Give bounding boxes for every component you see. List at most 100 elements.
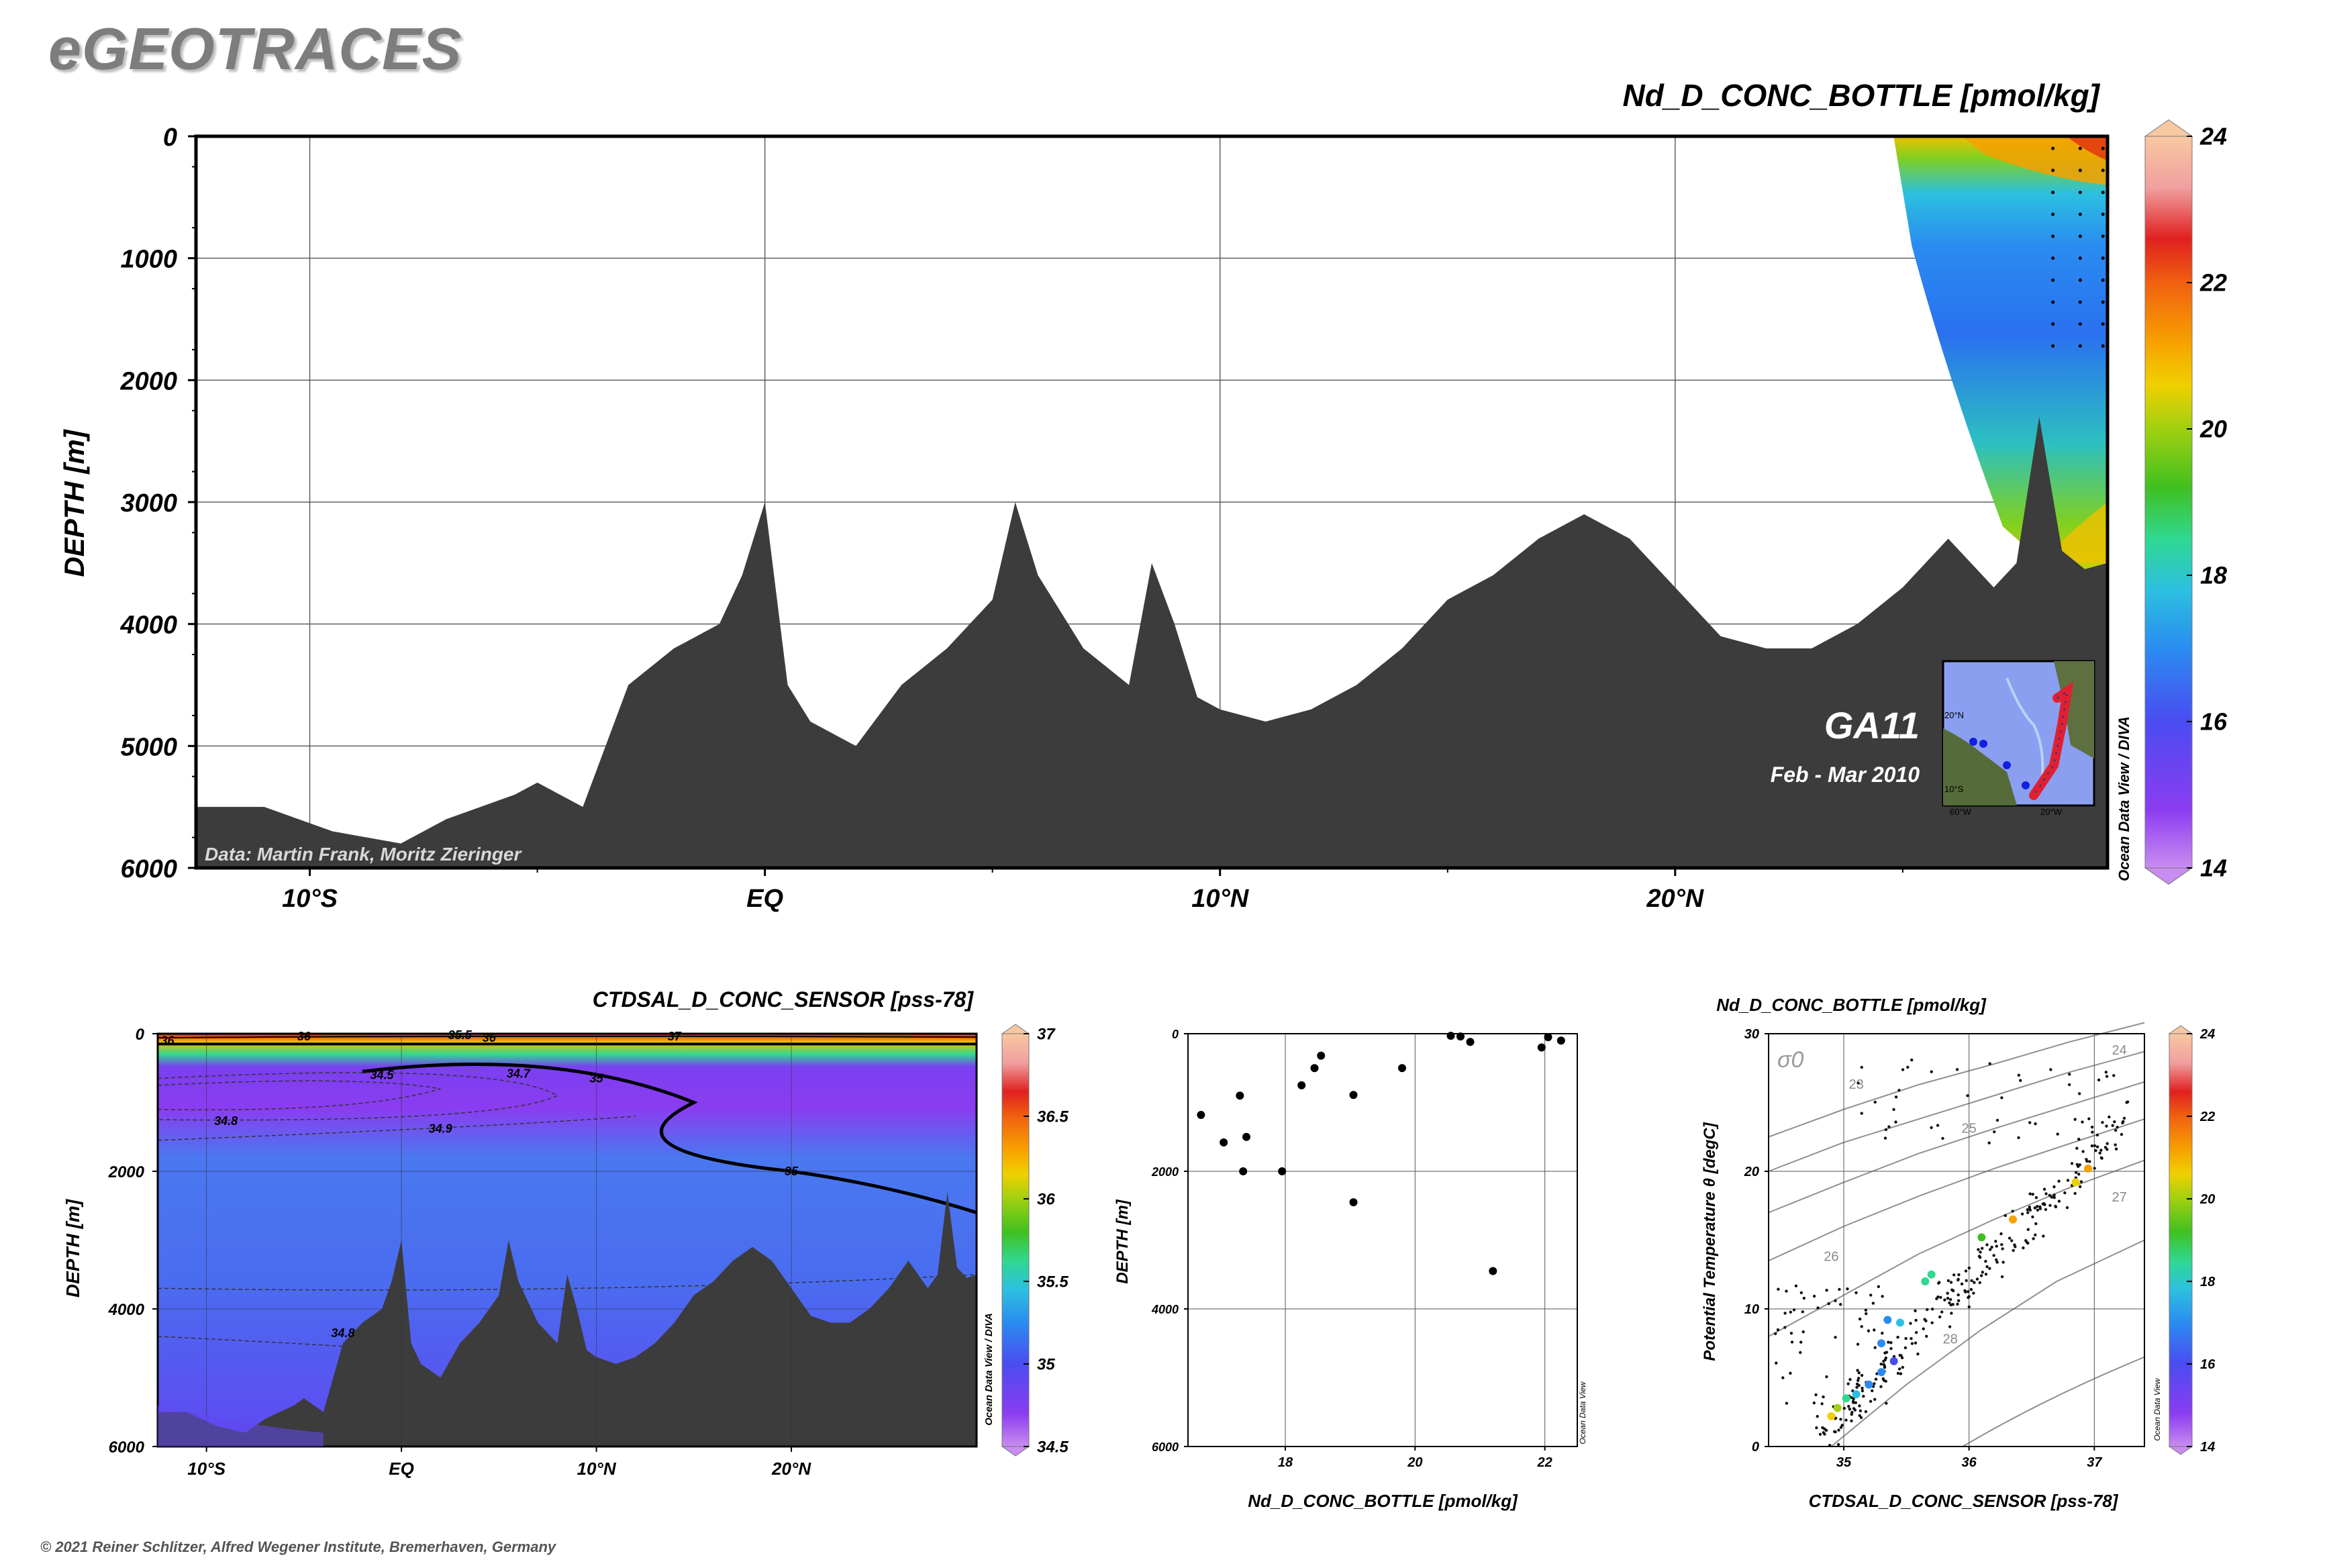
- ctd-point: [1820, 1402, 1824, 1406]
- main-plot-title: Nd_D_CONC_BOTTLE [pmol/kg]: [1623, 78, 2101, 113]
- ctd-point: [2057, 1179, 2061, 1183]
- ctd-point: [1904, 1336, 1908, 1340]
- contour-label: 36: [297, 1030, 311, 1043]
- ctd-point: [1990, 1245, 1993, 1249]
- isopycnal-line: [1768, 1050, 2145, 1172]
- ctd-point: [2044, 1192, 2048, 1195]
- x-tick-label: 20°N: [771, 1459, 811, 1479]
- ctd-point: [1864, 1308, 1868, 1312]
- contour-34-7: [157, 1072, 559, 1121]
- ctd-point: [1858, 1404, 1861, 1408]
- ctd-point: [1901, 1365, 1904, 1369]
- ctd-point: [2105, 1124, 2108, 1128]
- ctd-point: [2105, 1075, 2109, 1078]
- sample-dot: [2051, 344, 2055, 348]
- x-tick-label: 22: [1537, 1455, 1552, 1470]
- ctd-point: [1960, 1282, 1964, 1286]
- sample-dot: [2051, 168, 2055, 173]
- sample-dot: [2051, 212, 2055, 216]
- ctd-point: [1822, 1431, 1826, 1434]
- ctd-point: [1987, 1141, 1991, 1144]
- ctd-point: [2106, 1142, 2109, 1145]
- ctd-point: [1834, 1336, 1837, 1339]
- ctd-point: [1816, 1306, 1820, 1310]
- ctd-point: [1854, 1291, 1858, 1295]
- ts-frame: [1768, 1033, 2145, 1447]
- ctd-point: [2057, 1199, 2061, 1203]
- isopycnal-label: 23: [1849, 1077, 1864, 1092]
- ctd-point: [2095, 1133, 2099, 1137]
- ctd-point: [1910, 1058, 1914, 1062]
- y-tick-label: 3000: [120, 489, 177, 518]
- ctd-point: [1871, 1302, 1875, 1305]
- ctd-point: [1885, 1351, 1889, 1354]
- ctd-point: [1957, 1293, 1960, 1297]
- contour-37: [157, 1035, 977, 1039]
- colorbar-tick-label: 14: [2200, 1440, 2215, 1455]
- ctd-point: [2052, 1193, 2056, 1197]
- contour-34-9: [157, 1116, 636, 1141]
- ctd-point: [1926, 1308, 1929, 1312]
- y-tick-label: 4000: [1151, 1303, 1179, 1316]
- y-tick-label: 4000: [108, 1301, 145, 1319]
- data-point: [1489, 1267, 1497, 1275]
- colorbar-top-arrow: [1001, 1024, 1030, 1034]
- isopycnal-label: 27: [2112, 1190, 2127, 1205]
- colorbar-tick-label: 20: [2199, 1192, 2215, 1207]
- nd-colored-point: [2071, 1178, 2080, 1187]
- ctd-point: [2032, 1237, 2035, 1240]
- ctd-point: [1949, 1281, 1953, 1284]
- ctd-point: [1856, 1377, 1861, 1380]
- ctd-point: [2108, 1115, 2111, 1119]
- ctd-point: [2122, 1116, 2126, 1120]
- ctd-point: [1894, 1095, 1898, 1099]
- sample-dot: [2101, 300, 2105, 304]
- main-colorbar-caption: Ocean Data View / DIVA: [2116, 716, 2132, 881]
- nd-depth-ylabel: DEPTH [m]: [1113, 1199, 1132, 1283]
- ts-caption: Ocean Data View: [2152, 1377, 2162, 1440]
- ctd-point: [1846, 1287, 1849, 1291]
- contour-label: 36: [483, 1031, 497, 1044]
- ctd-point: [1840, 1424, 1844, 1427]
- ctd-point: [1873, 1346, 1877, 1349]
- ctd-point: [1861, 1386, 1864, 1390]
- ctd-point: [2019, 1079, 2022, 1082]
- y-tick-label: 2000: [1151, 1165, 1179, 1179]
- ts-xlabel: CTDSAL_D_CONC_SENSOR [pss-78]: [1809, 1491, 2119, 1511]
- ts-points: [1773, 1058, 2130, 1447]
- ctd-point: [2011, 1210, 2014, 1213]
- colorbar-tick-label: 24: [2199, 1027, 2215, 1042]
- ctd-point: [2104, 1071, 2108, 1074]
- colorbar-tick-label: 24: [2199, 123, 2227, 150]
- bathymetry-main: [196, 416, 2108, 868]
- ctd-point: [1873, 1382, 1876, 1385]
- ctd-point: [1865, 1312, 1868, 1316]
- ctd-point: [1923, 1318, 1926, 1321]
- colorbar-gradient: [2144, 136, 2193, 869]
- ctd-point: [1995, 1118, 1999, 1122]
- ctd-point: [1776, 1328, 1780, 1332]
- contour-35: [362, 1062, 977, 1214]
- y-tick-label: 0: [1172, 1028, 1179, 1041]
- data-point: [1544, 1033, 1552, 1042]
- ctd-point: [1881, 1295, 1884, 1298]
- data-point: [1278, 1167, 1287, 1175]
- sample-dot: [2051, 234, 2055, 238]
- ctd-point: [1955, 1068, 1959, 1071]
- ctd-point: [2093, 1167, 2096, 1170]
- ctd-point: [2116, 1126, 2119, 1129]
- nd-colored-point: [1877, 1339, 1885, 1348]
- ctd-point: [2017, 1136, 2020, 1140]
- ctd-point: [2034, 1122, 2037, 1126]
- main-colorbar: 24 22 20 18 16 14: [2144, 119, 2228, 885]
- ctd-point: [1972, 1291, 1975, 1295]
- x-tick-label: 35: [1836, 1455, 1852, 1470]
- ctd-point: [1957, 1273, 1961, 1277]
- nd-depth-caption: Ocean Data View: [1578, 1381, 1587, 1444]
- nd-depth-frame: [1187, 1033, 1578, 1447]
- data-point: [1556, 1036, 1565, 1045]
- ctd-point: [2065, 1206, 2069, 1210]
- ctd-point: [1858, 1317, 1862, 1321]
- ctd-point: [2112, 1074, 2116, 1077]
- y-tick-label: 6000: [1152, 1440, 1179, 1454]
